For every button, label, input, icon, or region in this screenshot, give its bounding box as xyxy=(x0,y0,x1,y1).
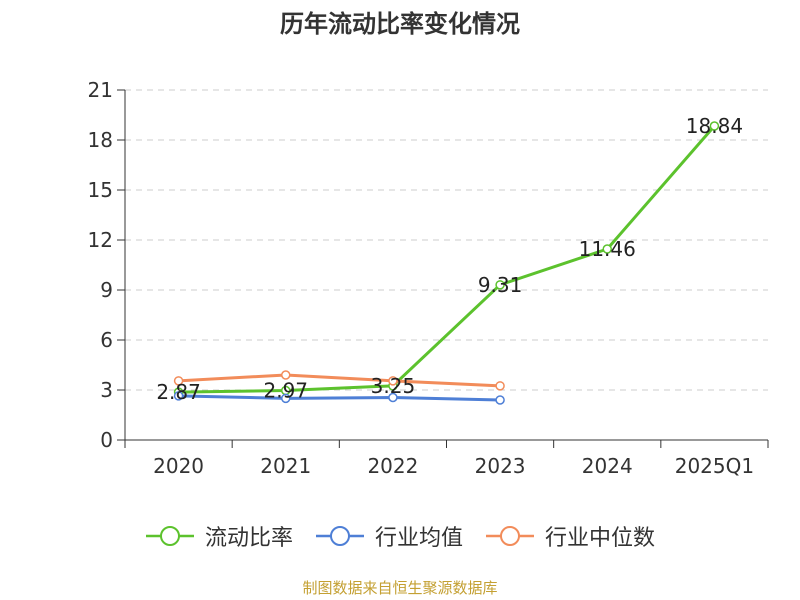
legend-label: 流动比率 xyxy=(204,526,293,551)
series-line-0 xyxy=(178,125,716,394)
y-tick-label: 0 xyxy=(100,428,113,452)
data-label: 2.87 xyxy=(156,380,201,404)
data-point xyxy=(388,392,398,403)
axes: 0 3 6 9 12 15 18 21 2020 2021 2022 2023 2024 2025Q1 xyxy=(88,78,769,478)
series-lines xyxy=(173,121,720,405)
data-label: 11.46 xyxy=(579,237,636,261)
data-point xyxy=(281,393,291,404)
data-label: 2.97 xyxy=(263,379,308,403)
x-tick-label: 2023 xyxy=(475,454,526,478)
data-label: 9.31 xyxy=(478,273,523,297)
legend-swatch-icon xyxy=(315,526,364,546)
series-line-1 xyxy=(178,394,501,402)
y-tick-label: 6 xyxy=(100,328,113,352)
data-point xyxy=(388,376,398,386)
data-point xyxy=(495,381,505,391)
source-note: 制图数据来自恒生聚源数据库 xyxy=(302,579,498,597)
legend-item-0[interactable]: 流动比率 xyxy=(145,520,293,552)
x-tick-label: 2024 xyxy=(582,454,633,478)
x-tick-label: 2020 xyxy=(153,454,204,478)
chart-title: 历年流动比率变化情况 xyxy=(280,10,520,38)
legend-item-1[interactable]: 行业均值 xyxy=(315,520,463,552)
data-point xyxy=(709,121,720,131)
series-line-2 xyxy=(178,373,501,388)
y-tick-label: 9 xyxy=(100,278,113,302)
x-tick-label: 2025Q1 xyxy=(675,454,754,478)
legend: 流动比率 行业均值 行业中位数 xyxy=(0,518,800,554)
data-labels: 2.87 2.97 3.25 9.31 11.46 18.84 xyxy=(156,114,743,404)
y-tick-label: 21 xyxy=(88,78,113,102)
y-tick-label: 3 xyxy=(100,378,113,402)
data-point xyxy=(495,395,505,405)
y-tick-label: 12 xyxy=(88,228,113,252)
legend-item-2[interactable]: 行业中位数 xyxy=(485,520,655,552)
legend-swatch-icon xyxy=(486,526,534,546)
data-point xyxy=(173,376,184,386)
legend-swatch-icon xyxy=(145,526,194,546)
x-tick-label: 2021 xyxy=(260,454,311,478)
grid-lines xyxy=(125,89,768,391)
data-point xyxy=(495,280,505,290)
data-point xyxy=(281,370,291,380)
data-point xyxy=(173,391,184,401)
data-label: 3.25 xyxy=(371,374,416,398)
x-tick-label: 2022 xyxy=(367,454,418,478)
line-chart: 0 3 6 9 12 15 18 21 2020 2021 2022 2023 2024 2025Q1 2… xyxy=(88,78,769,478)
legend-label: 行业中位数 xyxy=(545,526,656,551)
y-tick-label: 18 xyxy=(88,128,113,152)
legend-label: 行业均值 xyxy=(374,526,463,551)
data-point xyxy=(602,244,612,254)
y-tick-label: 15 xyxy=(88,178,113,202)
data-label: 18.84 xyxy=(686,114,743,138)
